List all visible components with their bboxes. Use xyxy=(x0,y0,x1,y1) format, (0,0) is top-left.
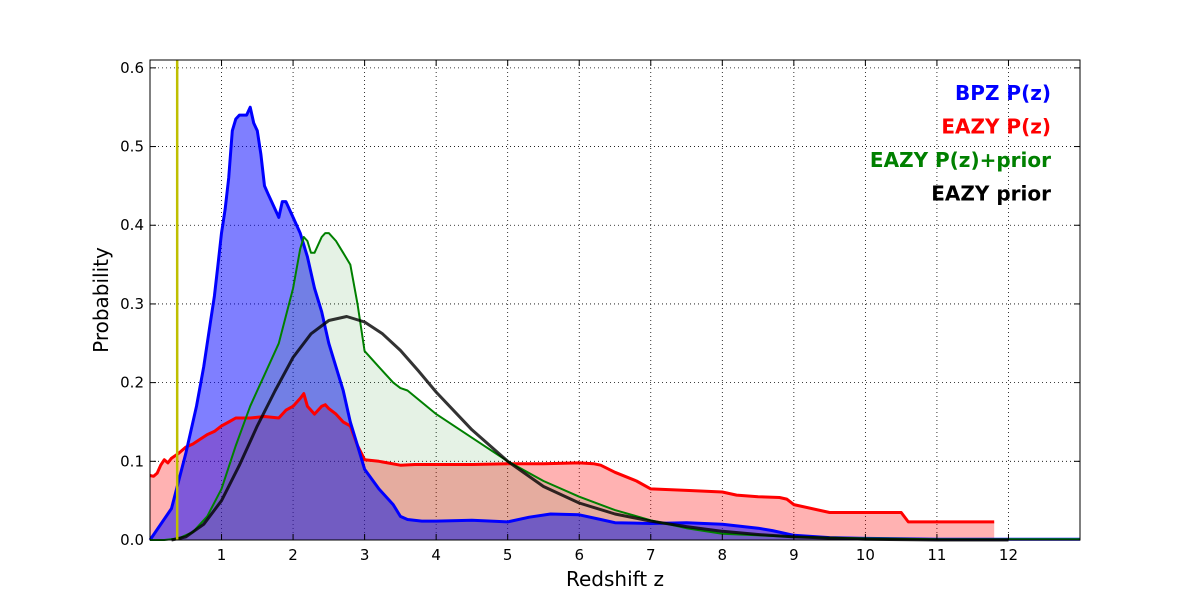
legend-entry-eazy: EAZY P(z) xyxy=(941,115,1051,139)
series-fills xyxy=(150,107,1080,540)
legend-entry-eazy-prior-combined: EAZY P(z)+prior xyxy=(870,148,1051,172)
y-tick-label: 0.5 xyxy=(120,138,144,156)
y-tick-label: 0.6 xyxy=(120,59,144,77)
area-bpz-p-z xyxy=(150,107,1080,540)
y-tick-label: 0.1 xyxy=(120,452,144,470)
legend-entry-bpz: BPZ P(z) xyxy=(955,81,1051,105)
x-tick-label: 7 xyxy=(646,546,656,564)
line-eazy-prior xyxy=(171,315,1009,542)
y-axis-label: Probability xyxy=(89,247,113,353)
x-axis-label: Redshift z xyxy=(566,567,664,591)
y-tick-label: 0.4 xyxy=(120,216,144,234)
x-tick-label: 9 xyxy=(789,546,799,564)
y-tick-label: 0.3 xyxy=(120,295,144,313)
y-tick-label: 0.2 xyxy=(120,374,144,392)
x-tick-label: 4 xyxy=(431,546,441,564)
x-tick-label: 1 xyxy=(217,546,227,564)
y-tick-label: 0.0 xyxy=(120,531,144,549)
line-bpz-p-z xyxy=(148,105,1080,541)
x-tick-label: 8 xyxy=(718,546,728,564)
x-tick-label: 10 xyxy=(856,546,875,564)
x-tick-label: 11 xyxy=(927,546,946,564)
axis-ticks: 1 2 3 4 5 6 7 8 9 10 11 120.00.10.20.30.40.50.6 xyxy=(120,59,1080,564)
x-tick-label: 3 xyxy=(360,546,370,564)
x-tick-label: 2 xyxy=(288,546,298,564)
x-tick-label: 5 xyxy=(503,546,513,564)
legend-entry-eazy-prior: EAZY prior xyxy=(931,182,1051,206)
plot-frame xyxy=(149,59,1081,541)
x-tick-label: 6 xyxy=(574,546,584,564)
legend: BPZ P(z) EAZY P(z) EAZY P(z)+prior EAZY … xyxy=(870,81,1051,206)
series-lines xyxy=(148,105,1080,542)
x-tick-label: 12 xyxy=(999,546,1018,564)
line-eazy-p-z-prior xyxy=(150,232,1080,541)
